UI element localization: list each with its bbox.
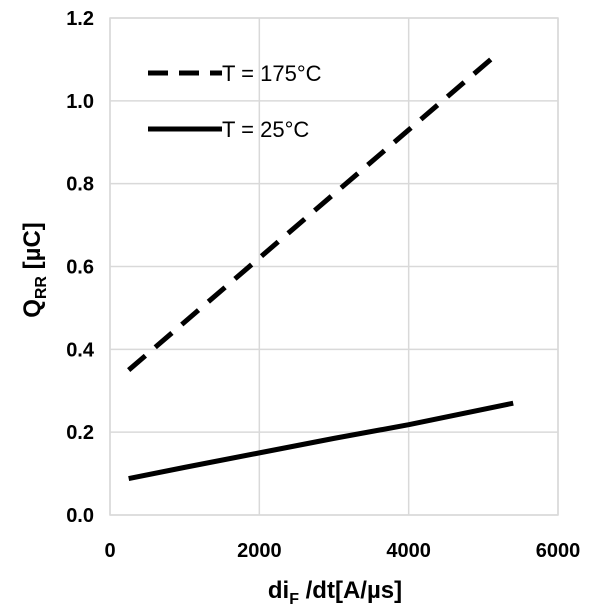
x-tick-labels: 0 2000 4000 6000 [104,540,580,562]
x-tick-label: 2000 [237,540,282,562]
x-axis-title-rest: /dt[A/µs] [299,577,402,604]
y-tick-label: 0.6 [66,257,94,279]
series-line-25c [128,400,514,482]
x-tick-label: 4000 [386,540,431,562]
x-axis-title-sub: F [289,591,299,608]
y-tick-label: 0.0 [66,505,94,527]
x-axis-title: diF /dt[A/µs] [268,577,402,608]
plot-frame [109,17,559,516]
y-axis-title-rest: [µC] [19,222,46,276]
x-tick-label: 0 [104,540,115,562]
y-tick-label: 1.2 [66,8,94,30]
x-axis-title-main: di [268,577,289,604]
y-tick-label: 0.4 [66,339,95,361]
y-axis-title-sub: RR [33,276,50,300]
legend: T = 175°C T = 25°C [148,61,322,142]
legend-label-25c: T = 25°C [222,117,309,142]
y-axis-title: QRR [µC] [19,222,50,318]
series-lines [127,57,514,482]
y-tick-label: 0.2 [66,422,94,444]
legend-label-175c: T = 175°C [222,61,322,86]
x-tick-label: 6000 [536,540,581,562]
y-tick-label: 0.8 [66,174,94,196]
series-line-175c [127,57,493,372]
plot-area-border [109,17,559,516]
y-axis-title-main: Q [19,299,46,318]
y-tick-label: 1.0 [66,91,94,113]
y-tick-labels: 0.0 0.2 0.4 0.6 0.8 1.0 1.2 [66,8,95,527]
